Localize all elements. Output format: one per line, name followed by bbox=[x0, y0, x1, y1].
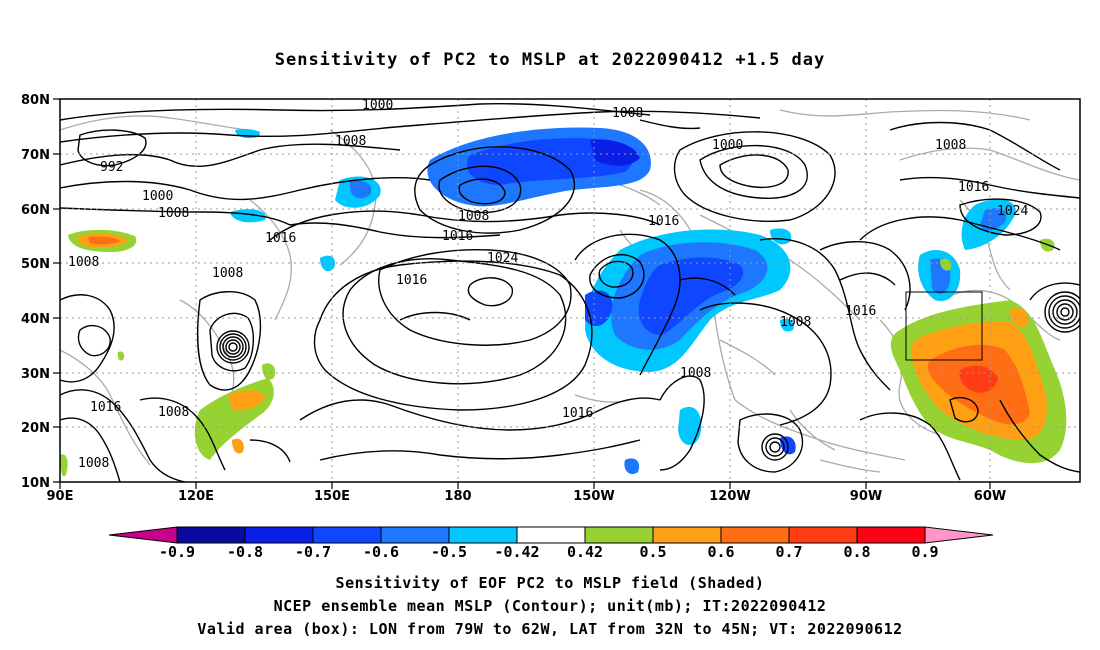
colorbar-label: -0.9 bbox=[159, 543, 195, 561]
contour-label: 1008 bbox=[458, 209, 489, 224]
lon-label: 180 bbox=[444, 489, 471, 504]
contour-label: 1008 bbox=[68, 255, 99, 270]
negative-sensitivity-shading bbox=[230, 127, 1016, 475]
caption-shading: Sensitivity of EOF PC2 to MSLP field (Sh… bbox=[335, 574, 765, 592]
colorbar-segment bbox=[788, 526, 858, 544]
colorbar-label: 0.5 bbox=[639, 543, 666, 561]
colorbar-labels: -0.9 -0.8 -0.7 -0.6 -0.5 -0.42 0.42 0.5 … bbox=[159, 543, 939, 561]
colorbar-label: 0.9 bbox=[911, 543, 938, 561]
colorbar-segment bbox=[856, 526, 926, 544]
lon-label: 120W bbox=[709, 489, 750, 504]
latitude-labels: 80N 70N 60N 50N 40N 30N 20N 10N bbox=[21, 93, 50, 491]
mslp-contours bbox=[60, 103, 1080, 482]
longitude-labels: 90E 120E 150E 180 150W 120W 90W 60W bbox=[47, 489, 1007, 504]
colorbar-segment bbox=[244, 526, 314, 544]
contour-label: 1000 bbox=[142, 189, 173, 204]
lat-label: 50N bbox=[21, 257, 50, 272]
contour-label: 1008 bbox=[212, 266, 243, 281]
colorbar-segment bbox=[176, 526, 246, 544]
positive-sensitivity-shading bbox=[60, 229, 1067, 477]
lon-label: 90W bbox=[850, 489, 882, 504]
contour-label: 1000 bbox=[362, 98, 393, 113]
contour-label: 1024 bbox=[997, 204, 1028, 219]
lat-label: 40N bbox=[21, 312, 50, 327]
map-plot-area: 1000 1008 1008 1000 1008 992 1000 1008 1… bbox=[60, 98, 1080, 482]
contour-label: 1008 bbox=[680, 366, 711, 381]
colorbar-label: 0.42 bbox=[567, 543, 603, 561]
colorbar-segment bbox=[516, 526, 586, 544]
lat-label: 10N bbox=[21, 476, 50, 491]
colorbar bbox=[108, 526, 994, 544]
contour-label: 1024 bbox=[487, 251, 518, 266]
colorbar-segment bbox=[652, 526, 722, 544]
contour-label: 1016 bbox=[648, 214, 679, 229]
contour-label: 1016 bbox=[958, 180, 989, 195]
lat-label: 80N bbox=[21, 93, 50, 108]
contour-label: 1008 bbox=[335, 134, 366, 149]
lon-label: 150W bbox=[573, 489, 614, 504]
contour-label: 992 bbox=[100, 160, 123, 175]
colorbar-label: 0.6 bbox=[707, 543, 734, 561]
map-title: Sensitivity of PC2 to MSLP at 2022090412… bbox=[274, 50, 826, 70]
colorbar-segment bbox=[584, 526, 654, 544]
lon-label: 150E bbox=[314, 489, 350, 504]
lon-label: 60W bbox=[974, 489, 1006, 504]
colorbar-segment bbox=[380, 526, 450, 544]
graticule bbox=[60, 99, 1080, 482]
colorbar-segment bbox=[448, 526, 518, 544]
colorbar-label: 0.7 bbox=[775, 543, 802, 561]
lat-label: 60N bbox=[21, 203, 50, 218]
caption-contour: NCEP ensemble mean MSLP (Contour); unit(… bbox=[273, 597, 827, 615]
valid-area-box bbox=[905, 291, 983, 361]
colorbar-segment bbox=[312, 526, 382, 544]
contour-label: 1008 bbox=[158, 405, 189, 420]
contour-labels: 1000 1008 1008 1000 1008 992 1000 1008 1… bbox=[68, 98, 1028, 471]
contour-label: 1016 bbox=[442, 229, 473, 244]
colorbar-label: -0.8 bbox=[227, 543, 263, 561]
contour-label: 1008 bbox=[780, 315, 811, 330]
colorbar-extend-high bbox=[924, 526, 994, 544]
caption-valid-area: Valid area (box): LON from 79W to 62W, L… bbox=[197, 620, 903, 638]
map-frame bbox=[59, 98, 1081, 483]
contour-label: 1008 bbox=[158, 206, 189, 221]
contour-label: 1016 bbox=[265, 231, 296, 246]
contour-label: 1016 bbox=[562, 406, 593, 421]
contour-label: 1016 bbox=[845, 304, 876, 319]
colorbar-label: -0.7 bbox=[295, 543, 331, 561]
contour-label: 1000 bbox=[712, 138, 743, 153]
contour-label: 1008 bbox=[78, 456, 109, 471]
contour-label: 1008 bbox=[935, 138, 966, 153]
lat-label: 70N bbox=[21, 148, 50, 163]
colorbar-label: 0.8 bbox=[843, 543, 870, 561]
axis-ticks bbox=[53, 98, 991, 489]
colorbar-segment bbox=[720, 526, 790, 544]
colorbar-label: -0.5 bbox=[431, 543, 467, 561]
colorbar-label: -0.42 bbox=[494, 543, 539, 561]
colorbar-label: -0.6 bbox=[363, 543, 399, 561]
contour-label: 1008 bbox=[612, 106, 643, 121]
lon-label: 120E bbox=[178, 489, 214, 504]
lat-label: 30N bbox=[21, 367, 50, 382]
contour-label: 1016 bbox=[90, 400, 121, 415]
lon-label: 90E bbox=[47, 489, 74, 504]
lat-label: 20N bbox=[21, 421, 50, 436]
colorbar-extend-low bbox=[108, 526, 178, 544]
contour-label: 1016 bbox=[396, 273, 427, 288]
